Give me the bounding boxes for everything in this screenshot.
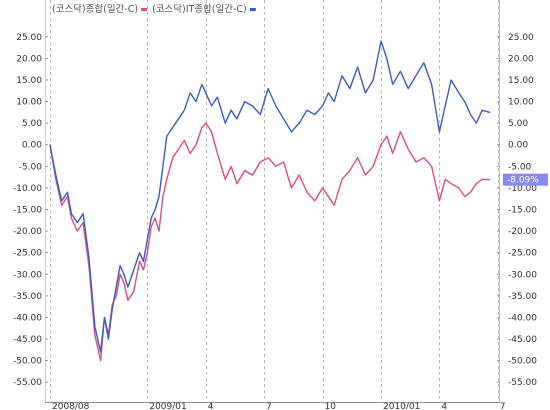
y-tick-label-right: -55.00 [508, 378, 537, 388]
y-tick-label-left: -10.00 [13, 184, 42, 194]
x-tick-label: 2010/01 [383, 402, 420, 410]
y-axis-left: 25.00 20.00 15.00 10.00 5.00 0.00 -5.00 -10.00 -… [13, 33, 48, 388]
x-tick-label: 4 [208, 402, 214, 410]
y-tick-label-right: -45.00 [508, 335, 537, 345]
y-tick-label-right: -25.00 [508, 249, 537, 259]
series-line-1 [49, 122, 491, 362]
y-axis-right: 25.0020.0015.0010.005.000.00-5.00-10.00-… [497, 33, 537, 388]
y-tick-label-right: -30.00 [508, 270, 537, 280]
y-tick-label-right: -20.00 [508, 227, 537, 237]
y-tick-label-left: 15.00 [16, 76, 42, 86]
x-tick-label: 7 [500, 402, 506, 410]
series-line-2 [49, 40, 491, 353]
legend-label-1: (코스닥)종합(일간-C) [52, 4, 138, 15]
legend-swatch-2 [249, 8, 256, 11]
x-tick-label: 2009/01 [149, 402, 186, 410]
y-tick-label-right: -5.00 [508, 162, 532, 172]
y-tick-label-left: -25.00 [13, 249, 42, 259]
y-tick-label-left: -40.00 [13, 313, 42, 323]
x-tick-label: 10 [325, 402, 337, 410]
y-tick-label-left: -20.00 [13, 227, 42, 237]
y-tick-label-left: 20.00 [16, 54, 42, 64]
x-tick-label: 2008/08 [52, 402, 90, 410]
x-tick-label: 7 [266, 402, 272, 410]
y-tick-label-left: -50.00 [13, 357, 42, 367]
badge-label: -8.09% [507, 176, 539, 186]
legend-swatch-1 [141, 8, 148, 11]
y-tick-label-left: 0.00 [22, 141, 42, 151]
y-tick-label-left: 5.00 [22, 119, 42, 129]
y-tick-label-left: -30.00 [13, 270, 42, 280]
legend: (코스닥)종합(일간-C) (코스닥)IT종합(일간-C) [52, 4, 256, 15]
y-tick-label-left: 10.00 [16, 98, 42, 108]
series [49, 40, 491, 362]
y-tick-label-right: -50.00 [508, 357, 537, 367]
y-tick-label-right: 15.00 [508, 76, 534, 86]
y-tick-label-right: -40.00 [508, 313, 537, 323]
y-tick-label-right: -35.00 [508, 292, 537, 302]
y-tick-label-left: -15.00 [13, 206, 42, 216]
badge-box [503, 173, 548, 186]
y-tick-label-right: 5.00 [508, 119, 528, 129]
y-tick-label-right: -15.00 [508, 206, 537, 216]
last-value-badge: -8.09% [503, 173, 548, 186]
y-tick-label-right: 25.00 [508, 33, 534, 43]
y-tick-label-left: -5.00 [19, 162, 43, 172]
x-tick-label: 4 [441, 402, 447, 410]
y-tick-label-right: 20.00 [508, 54, 534, 64]
y-tick-label-right: 0.00 [508, 141, 528, 151]
grid [50, 0, 499, 402]
y-tick-label-left: -55.00 [13, 378, 42, 388]
y-tick-label-left: -45.00 [13, 335, 42, 345]
y-tick-label-left: 25.00 [16, 33, 42, 43]
y-tick-label-right: 10.00 [508, 98, 534, 108]
legend-label-2: (코스닥)IT종합(일간-C) [152, 4, 247, 15]
y-tick-label-left: -35.00 [13, 292, 42, 302]
x-axis: 2008/08 2009/01 4 7 10 2010/01 4 7 [52, 402, 506, 410]
y-tick-label-right: -10.00 [508, 184, 537, 194]
